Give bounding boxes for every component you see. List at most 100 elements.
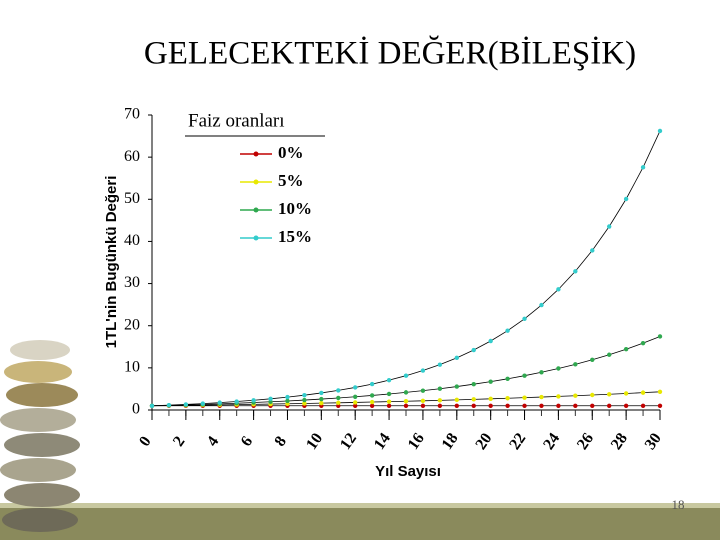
data-point [590,392,595,398]
data-point [505,403,510,408]
data-point [471,397,476,402]
x-tick-label: 6 [238,433,257,449]
data-point [607,224,612,229]
data-point [183,402,189,407]
data-point [420,368,426,373]
data-point [369,403,375,408]
data-point [657,389,663,394]
x-tick-label: 20 [472,430,495,453]
y-axis-label: 1TL'nin Bugünkü Değeri [103,176,120,349]
x-tick-label: 4 [204,433,223,449]
data-point [657,334,663,339]
y-tick-label: 50 [124,190,140,207]
data-point [285,398,290,404]
data-point [522,316,527,322]
legend-title: Faiz oranları [188,110,285,131]
x-tick-label: 22 [506,430,529,453]
data-point [302,401,307,406]
data-point [640,340,646,346]
data-point [403,399,409,404]
y-tick-label: 20 [124,316,140,333]
data-point [556,394,561,399]
data-point [403,403,409,408]
y-tick-label: 0 [132,401,140,418]
data-point [336,395,341,401]
data-point [353,403,358,408]
data-point [640,165,646,170]
data-point [234,399,239,404]
data-point [386,399,392,404]
data-point [369,393,375,398]
data-point [539,403,544,408]
data-point [437,362,443,367]
data-point [251,398,256,403]
data-point [522,395,527,400]
data-point [454,355,459,361]
data-point [488,403,493,408]
series-line [151,130,661,407]
x-tick-label: 28 [608,430,631,453]
data-point [590,357,595,362]
x-tick-label: 12 [337,430,360,453]
data-point [386,403,392,408]
legend-marker [253,207,259,213]
data-point [505,396,510,401]
data-point [386,377,392,383]
data-point [657,128,663,134]
data-point [488,338,493,344]
y-tick-label: 10 [124,359,140,376]
data-point [369,399,375,405]
data-point [353,394,358,399]
data-point [268,396,273,401]
data-point [573,362,578,367]
data-point [437,403,443,408]
data-point [488,379,493,384]
data-point [623,196,629,202]
data-point [640,403,646,408]
data-point [505,328,510,333]
data-point [607,403,612,408]
slide-number: 18 [672,497,685,512]
data-point [590,248,595,253]
data-point [336,388,341,393]
data-point [302,397,307,403]
data-point [369,381,375,387]
x-tick-label: 0 [136,433,155,449]
data-point [437,398,443,403]
data-point [640,390,646,395]
data-point [302,392,307,398]
data-point [319,400,324,406]
data-point [403,373,409,378]
data-point [454,384,459,389]
data-point [336,400,341,405]
x-tick-label: 2 [170,433,189,449]
data-point [403,390,409,395]
data-point [556,366,561,371]
x-tick-label: 14 [371,430,394,453]
data-point [607,352,612,357]
y-tick-label: 70 [124,106,140,123]
data-point [454,403,459,408]
data-point [420,398,426,404]
data-point [539,302,544,308]
data-point [353,400,358,405]
data-point [319,390,324,396]
x-tick-label: 18 [439,430,462,453]
data-point [319,396,324,402]
data-point [573,403,578,408]
data-point [539,370,544,375]
data-point [285,394,290,400]
data-point [573,269,578,274]
x-tick-label: 26 [574,430,597,453]
x-tick-label: 16 [405,430,428,453]
data-point [471,347,476,353]
data-point [623,391,629,396]
data-point [166,402,172,408]
data-point [386,391,392,397]
data-point [623,347,629,352]
footer-stripe [0,503,720,508]
y-tick-label: 30 [124,274,140,291]
x-tick-label: 24 [540,430,563,453]
data-point [505,376,510,382]
